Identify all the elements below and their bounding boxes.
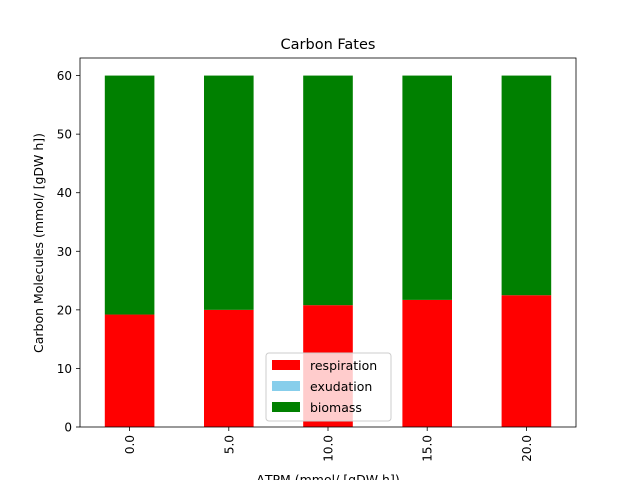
y-tick-label: 40 [57,186,72,200]
x-tick-label: 10.0 [322,435,336,462]
x-tick-label: 20.0 [520,435,534,462]
y-tick-label: 0 [64,421,72,435]
bar-biomass-15.0 [402,75,452,300]
bar-biomass-5.0 [204,75,254,310]
x-tick-label: 5.0 [222,435,236,454]
x-tick-label: 0.0 [123,435,137,454]
bar-biomass-10.0 [303,75,353,306]
y-tick-label: 60 [57,69,72,83]
y-tick-label: 20 [57,303,72,317]
legend: respiration exudation biomass [265,352,392,422]
bar-biomass-20.0 [501,75,552,296]
y-tick-label: 30 [57,245,72,259]
bar-respiration-0.0 [104,314,155,427]
bar-respiration-20.0 [501,295,552,427]
bar-biomass-0.0 [104,75,155,315]
bar-respiration-5.0 [204,309,254,427]
legend-swatch-exudation [272,381,300,391]
axes-layer: 0 10 20 30 40 50 60 0.0 5.0 10.0 15.0 20.0 [57,57,577,462]
bar-respiration-15.0 [402,299,452,427]
y-axis-label: Carbon Molecules (mmol/ [gDW h]) [31,133,46,353]
y-tick-label: 10 [57,362,72,376]
legend-label-biomass: biomass [310,400,362,415]
y-tick-label: 50 [57,128,72,142]
chart-title: Carbon Fates [281,37,376,53]
legend-label-exudation: exudation [310,379,372,394]
legend-swatch-respiration [272,360,300,370]
x-axis-label: ΔTPM (mmol/ [gDW h]) [256,472,399,480]
legend-label-respiration: respiration [310,358,377,373]
x-tick-label: 15.0 [421,435,435,462]
legend-swatch-biomass [272,402,300,412]
